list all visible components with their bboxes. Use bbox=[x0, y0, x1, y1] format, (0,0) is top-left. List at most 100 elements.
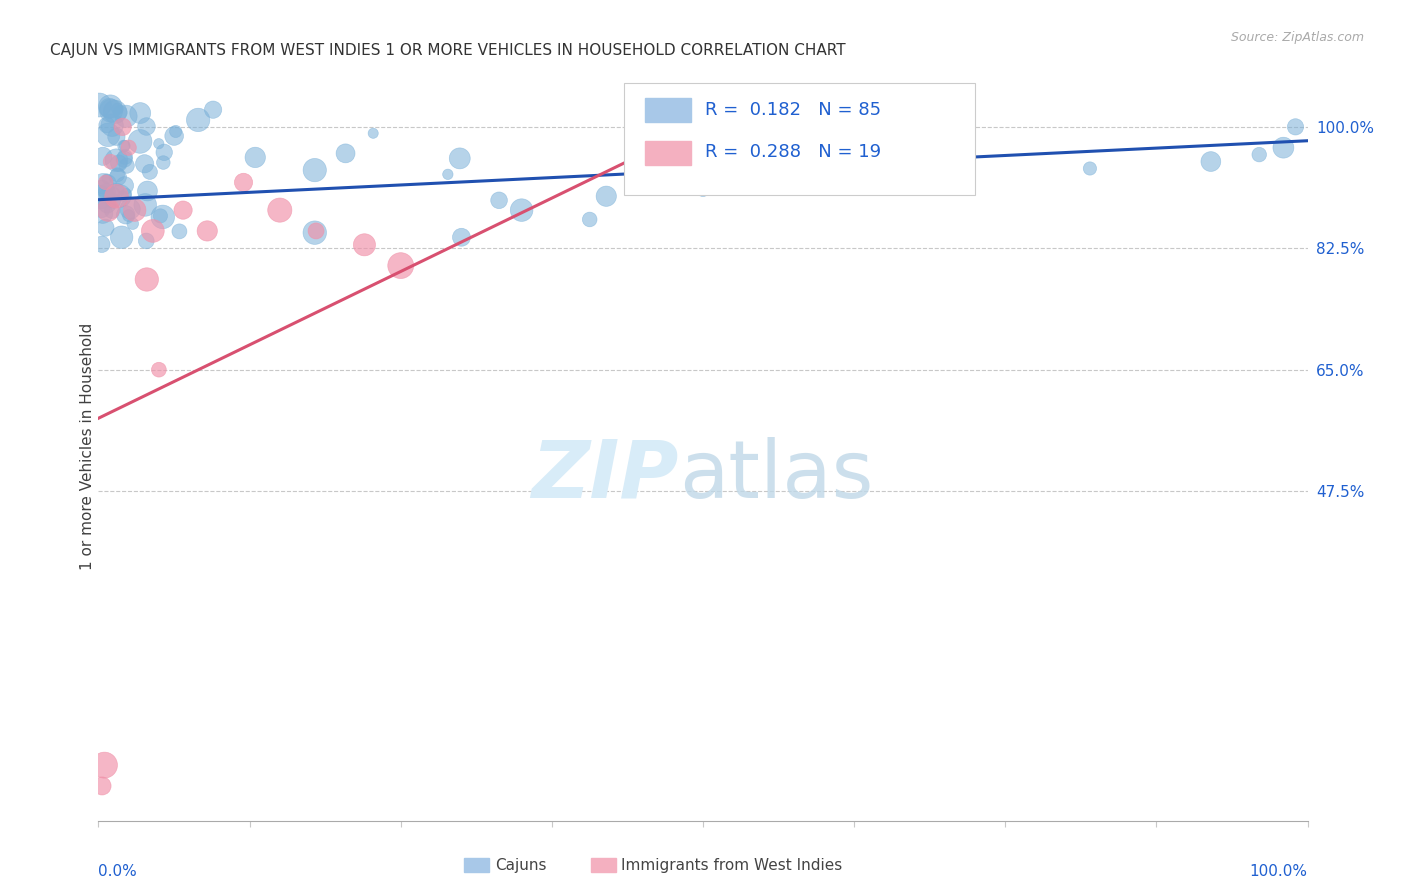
Point bbox=[105, 129, 128, 144]
Point bbox=[112, 139, 135, 153]
Point bbox=[510, 203, 533, 218]
Point bbox=[389, 259, 412, 273]
Text: R =  0.288   N = 19: R = 0.288 N = 19 bbox=[706, 144, 882, 161]
Point bbox=[114, 138, 136, 153]
Point bbox=[111, 120, 134, 134]
Point bbox=[100, 154, 122, 169]
Text: 100.0%: 100.0% bbox=[1250, 864, 1308, 880]
Point bbox=[112, 152, 135, 166]
Point bbox=[124, 203, 146, 218]
Point bbox=[353, 237, 375, 252]
Point bbox=[148, 362, 170, 376]
Point bbox=[101, 203, 124, 218]
Point bbox=[89, 190, 111, 204]
Text: Cajuns: Cajuns bbox=[495, 858, 547, 872]
Point bbox=[148, 136, 170, 151]
Point bbox=[91, 779, 114, 793]
Point bbox=[115, 109, 138, 123]
Point bbox=[96, 171, 118, 186]
Point bbox=[91, 181, 114, 195]
Point bbox=[595, 189, 617, 203]
Point bbox=[449, 152, 471, 166]
Point bbox=[91, 206, 114, 220]
Point bbox=[135, 234, 157, 248]
Bar bbox=[645, 98, 690, 122]
Point bbox=[195, 224, 218, 238]
Point bbox=[101, 118, 124, 132]
Point bbox=[187, 112, 209, 127]
Point bbox=[165, 124, 187, 138]
Point bbox=[115, 186, 138, 201]
Point bbox=[1249, 147, 1271, 161]
Point bbox=[97, 176, 120, 190]
Point bbox=[692, 182, 714, 196]
Point bbox=[136, 184, 159, 198]
Point bbox=[245, 150, 267, 164]
Point bbox=[172, 203, 194, 218]
Point bbox=[934, 169, 956, 183]
Point bbox=[114, 150, 136, 164]
Point bbox=[304, 163, 326, 178]
Point bbox=[1078, 161, 1101, 176]
Point bbox=[105, 184, 128, 198]
Text: ZIP: ZIP bbox=[531, 437, 679, 515]
Point bbox=[139, 165, 162, 179]
Point bbox=[89, 98, 111, 112]
Point bbox=[152, 155, 174, 169]
Point bbox=[129, 106, 152, 120]
Point bbox=[107, 168, 129, 182]
Point bbox=[114, 178, 136, 193]
Point bbox=[813, 175, 835, 189]
Point bbox=[98, 101, 121, 115]
Text: Source: ZipAtlas.com: Source: ZipAtlas.com bbox=[1230, 31, 1364, 45]
Point bbox=[90, 202, 112, 217]
Point bbox=[105, 153, 128, 168]
Text: atlas: atlas bbox=[679, 437, 873, 515]
Point bbox=[163, 128, 186, 143]
Point bbox=[96, 185, 118, 199]
Point bbox=[111, 230, 134, 244]
Point bbox=[437, 167, 460, 181]
Point bbox=[152, 210, 174, 224]
Point bbox=[94, 175, 117, 189]
Point bbox=[111, 189, 134, 203]
Text: R =  0.182   N = 85: R = 0.182 N = 85 bbox=[706, 101, 882, 119]
FancyBboxPatch shape bbox=[624, 83, 976, 195]
Point bbox=[105, 189, 128, 203]
Point bbox=[115, 159, 138, 173]
Point bbox=[232, 175, 254, 189]
Point bbox=[488, 194, 510, 208]
Point bbox=[100, 103, 122, 118]
Bar bbox=[645, 141, 690, 165]
Point bbox=[91, 149, 114, 163]
Point bbox=[90, 237, 112, 252]
Point bbox=[153, 145, 176, 160]
Point bbox=[107, 102, 129, 116]
Point bbox=[135, 120, 157, 134]
Point bbox=[91, 177, 114, 191]
Point bbox=[578, 212, 600, 227]
Point bbox=[97, 128, 120, 142]
Point bbox=[97, 203, 120, 218]
Point bbox=[98, 100, 121, 114]
Point bbox=[1272, 141, 1295, 155]
Y-axis label: 1 or more Vehicles in Household: 1 or more Vehicles in Household bbox=[80, 322, 94, 570]
Point bbox=[120, 202, 142, 216]
Point bbox=[202, 103, 225, 117]
Text: Immigrants from West Indies: Immigrants from West Indies bbox=[621, 858, 842, 872]
Point bbox=[305, 224, 328, 238]
Point bbox=[169, 224, 191, 238]
Point bbox=[134, 157, 156, 171]
Point bbox=[121, 217, 143, 231]
Point bbox=[104, 104, 127, 119]
Point bbox=[1284, 120, 1306, 134]
Point bbox=[110, 105, 132, 120]
Point bbox=[304, 226, 326, 240]
Point bbox=[103, 194, 125, 208]
Point bbox=[335, 146, 357, 161]
Point bbox=[450, 230, 472, 244]
Point bbox=[149, 209, 172, 223]
Point bbox=[96, 197, 118, 211]
Point bbox=[107, 170, 129, 185]
Point bbox=[361, 126, 384, 140]
